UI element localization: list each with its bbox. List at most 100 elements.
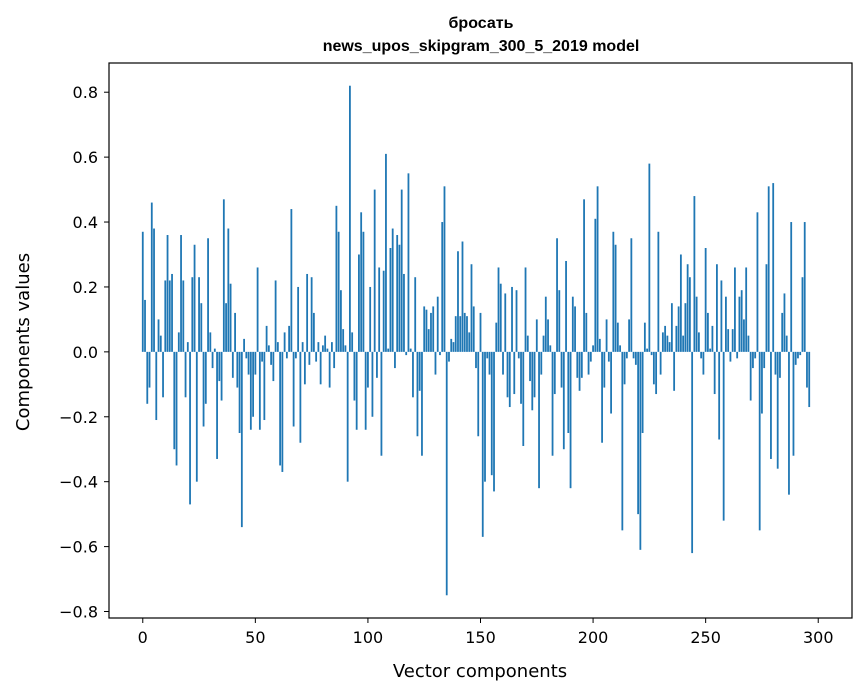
bar: [578, 351, 581, 391]
bar: [198, 277, 200, 352]
bar: [153, 228, 155, 352]
bar: [425, 309, 428, 352]
bar: [434, 351, 437, 375]
bar: [560, 351, 563, 388]
bar: [661, 332, 664, 352]
bar: [693, 196, 696, 352]
bar: [515, 290, 518, 352]
bar: [709, 348, 712, 352]
bar: [506, 351, 509, 398]
bar: [409, 348, 412, 352]
bar: [367, 351, 369, 388]
x-tick-label: 250: [690, 628, 721, 647]
bar: [648, 163, 651, 352]
bar: [776, 351, 779, 469]
bar: [472, 306, 475, 352]
bar: [725, 296, 727, 352]
bar: [605, 319, 608, 352]
bar: [643, 322, 646, 352]
bar: [603, 351, 606, 388]
bar: [634, 351, 637, 365]
bar: [279, 351, 282, 466]
bar: [281, 351, 284, 472]
bar: [391, 228, 394, 352]
bar: [707, 312, 709, 352]
bar: [749, 351, 752, 401]
bar: [511, 286, 513, 352]
bar: [157, 319, 160, 352]
bar: [216, 351, 218, 459]
bar: [738, 296, 741, 352]
y-tick-label: 0.4: [73, 213, 98, 232]
bar: [146, 351, 149, 404]
bar: [538, 351, 540, 489]
bar: [340, 290, 342, 352]
bar: [387, 348, 390, 352]
bar: [632, 351, 635, 359]
bar: [263, 351, 266, 421]
bar: [601, 351, 603, 443]
bar: [398, 244, 401, 352]
y-tick-label: −0.4: [59, 473, 98, 492]
bar: [684, 303, 687, 352]
bar: [150, 202, 153, 352]
bar: [770, 351, 772, 459]
x-tick-label: 300: [803, 628, 834, 647]
bar: [731, 329, 734, 352]
bar: [598, 338, 601, 352]
bar: [702, 351, 705, 375]
bar: [734, 267, 736, 352]
bar: [141, 231, 144, 352]
bar: [767, 186, 770, 352]
bar: [252, 351, 254, 417]
bar: [321, 345, 324, 352]
bar: [432, 306, 435, 352]
bar: [162, 351, 164, 398]
bar: [758, 351, 761, 531]
bar: [220, 351, 223, 401]
bar: [542, 335, 545, 352]
chart-subtitle: news_upos_skipgram_300_5_2019 model: [323, 38, 640, 55]
bar: [493, 351, 495, 492]
bar: [580, 351, 583, 378]
bar: [331, 342, 333, 352]
plot-area-frame: [108, 62, 853, 619]
y-tick-label: 0.2: [73, 278, 98, 297]
bar: [497, 267, 500, 352]
bar: [754, 351, 757, 359]
bar: [180, 235, 182, 352]
bar: [688, 277, 691, 352]
bar: [571, 296, 574, 352]
bar: [756, 212, 759, 352]
bar: [288, 325, 291, 352]
bar: [743, 319, 745, 352]
bar: [652, 351, 655, 385]
bar: [477, 351, 480, 437]
bar: [376, 351, 378, 378]
bar: [294, 351, 297, 359]
bar: [533, 351, 536, 398]
bar: [247, 351, 250, 375]
bar: [175, 351, 178, 466]
bar: [765, 264, 768, 352]
bar: [616, 322, 619, 352]
bar: [686, 264, 689, 352]
bar: [529, 351, 531, 382]
bar: [319, 351, 322, 385]
bar: [144, 299, 146, 352]
bar: [499, 283, 502, 352]
bar: [186, 342, 189, 352]
bar: [623, 351, 626, 385]
bar: [745, 267, 748, 352]
bar: [522, 351, 525, 446]
bar: [227, 228, 230, 352]
bar: [193, 244, 196, 352]
bar: [349, 85, 351, 352]
bar: [351, 332, 354, 352]
bar: [486, 351, 489, 359]
bar: [457, 251, 459, 352]
y-tick-label: 0.0: [73, 343, 98, 362]
x-tick-label: 100: [353, 628, 384, 647]
bar: [189, 351, 191, 505]
bar: [222, 199, 225, 352]
